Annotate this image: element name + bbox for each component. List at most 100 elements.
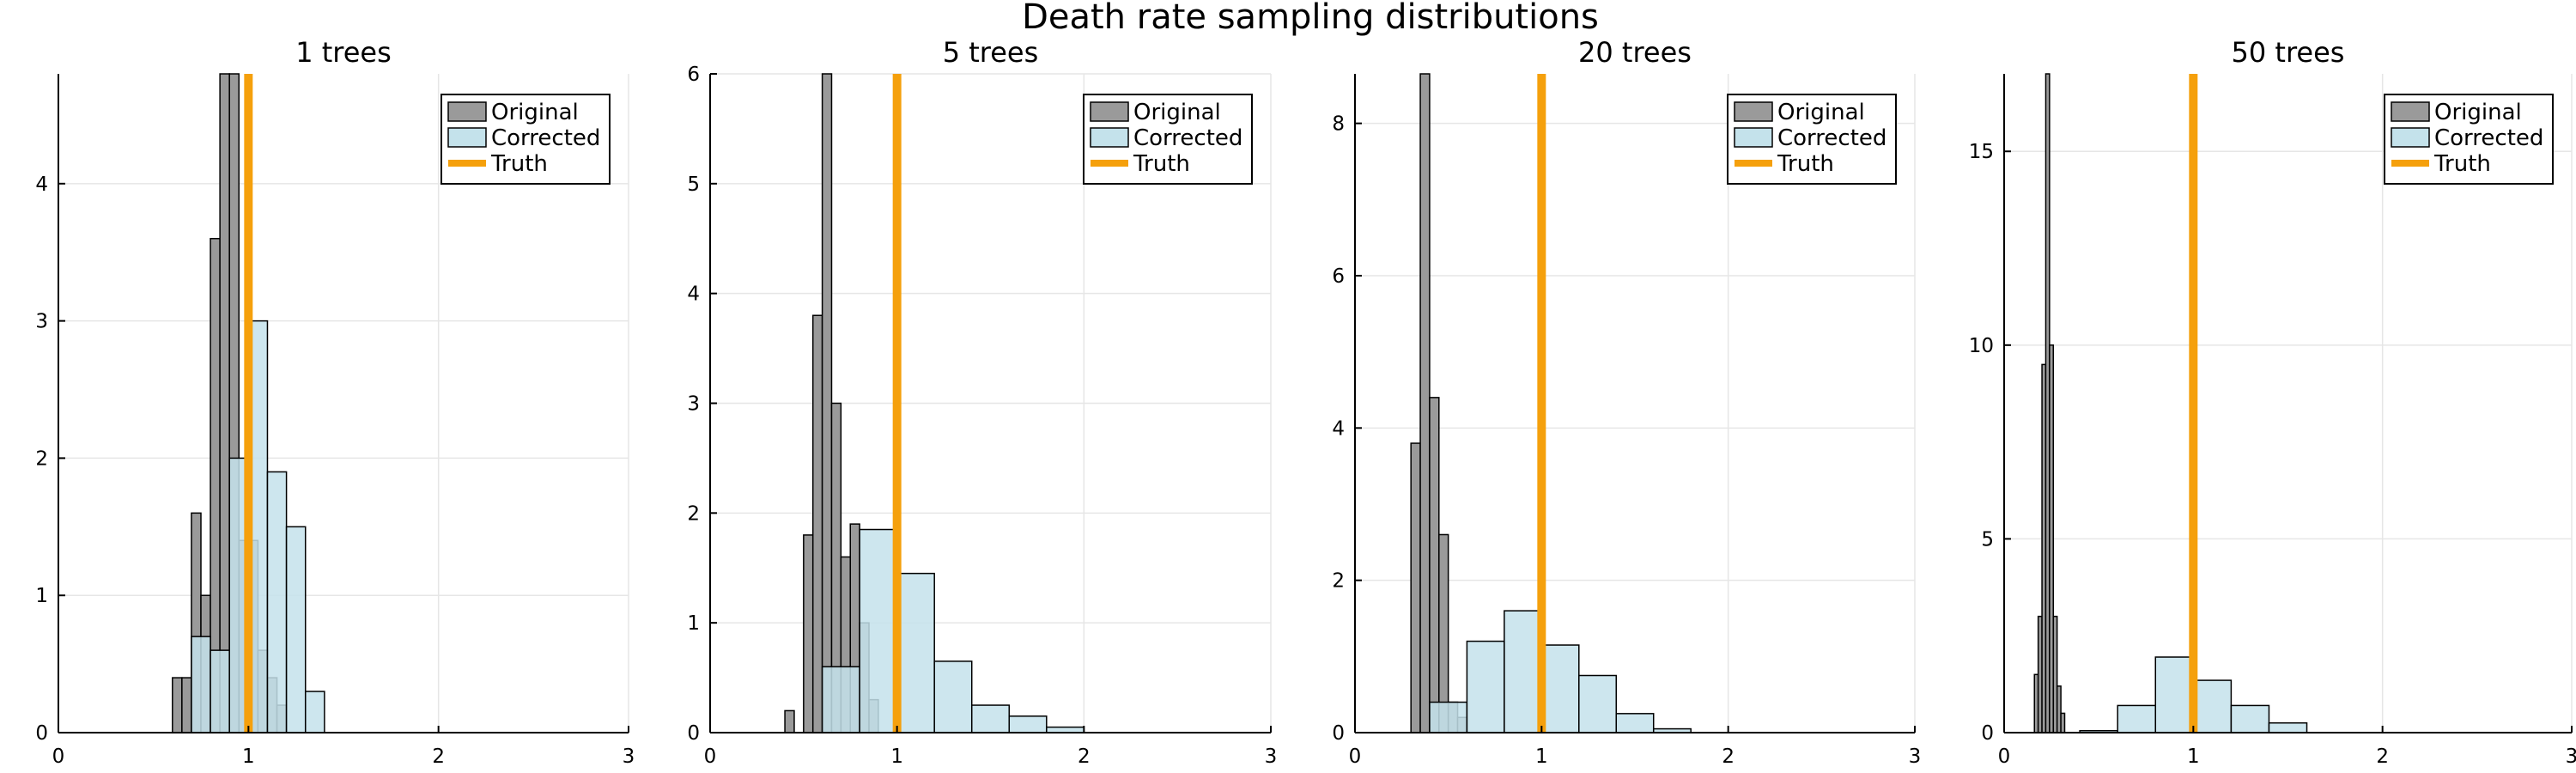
y-tick-label: 0 <box>1981 722 1994 745</box>
legend-label: Truth <box>1133 151 1190 177</box>
x-tick-label: 3 <box>1265 746 1278 768</box>
bar-original <box>821 73 833 733</box>
y-tick-label: 0 <box>687 722 700 745</box>
bar-corrected <box>1578 674 1618 733</box>
y-tick-label: 1 <box>687 612 700 635</box>
legend-swatch-corrected <box>447 127 487 148</box>
bar-original <box>784 709 795 733</box>
bar-corrected <box>933 660 973 733</box>
y-tick-label: 4 <box>35 173 48 196</box>
bar-corrected <box>970 704 1011 733</box>
bar-corrected <box>266 471 288 733</box>
x-tick-label: 2 <box>1722 746 1735 768</box>
legend-label: Corrected <box>491 125 600 151</box>
bar-corrected <box>2268 721 2308 733</box>
bar-original <box>1410 442 1421 733</box>
figure-title: Death rate sampling distributions <box>1022 0 1599 37</box>
bar-original <box>181 677 192 733</box>
bar-original <box>1419 73 1431 733</box>
y-tick-label: 5 <box>687 173 700 196</box>
panel-title: 5 trees <box>943 36 1039 69</box>
legend-swatch-original <box>447 101 487 122</box>
x-tick-label: 1 <box>242 746 255 768</box>
x-tick-label: 3 <box>623 746 635 768</box>
x-tick-label: 1 <box>1535 746 1548 768</box>
bar-corrected <box>1540 644 1580 733</box>
bar-corrected <box>304 691 325 733</box>
y-tick-label: 8 <box>1332 113 1345 136</box>
x-tick-label: 2 <box>1078 746 1091 768</box>
bar-corrected <box>2117 704 2157 733</box>
legend-swatch-corrected <box>2391 127 2430 148</box>
legend-label: Truth <box>1777 151 1834 177</box>
x-tick-label: 0 <box>1998 746 2011 768</box>
x-tick-label: 0 <box>704 746 717 768</box>
bar-corrected <box>1429 701 1468 733</box>
x-tick-label: 1 <box>2187 746 2200 768</box>
y-tick-label: 2 <box>687 502 700 525</box>
panel-title: 1 trees <box>295 36 392 69</box>
legend-swatch-corrected <box>1090 127 1129 148</box>
y-tick-label: 4 <box>1332 417 1345 440</box>
y-tick-label: 10 <box>1969 335 1994 357</box>
y-tick-label: 3 <box>687 393 700 416</box>
y-tick-label: 0 <box>35 722 48 745</box>
bar-corrected <box>1466 640 1505 733</box>
legend-label: Corrected <box>1133 125 1242 151</box>
legend-label: Original <box>2434 100 2522 125</box>
legend-label: Corrected <box>1777 125 1886 151</box>
bar-corrected <box>1504 610 1543 733</box>
y-tick-label: 0 <box>1332 722 1345 745</box>
legend-label: Corrected <box>2434 125 2543 151</box>
bar-corrected <box>210 649 230 733</box>
y-tick-label: 6 <box>687 64 700 86</box>
x-tick-label: 3 <box>2566 746 2576 768</box>
y-tick-label: 2 <box>35 447 48 470</box>
bar-original <box>172 677 183 733</box>
legend-label: Truth <box>2433 151 2491 177</box>
bar-corrected <box>2154 656 2195 733</box>
bar-corrected <box>1615 713 1655 733</box>
legend-label: Original <box>1777 100 1865 125</box>
y-tick-label: 6 <box>1332 265 1345 288</box>
bar-corrected <box>2192 679 2233 733</box>
bar-corrected <box>821 666 860 733</box>
bar-corrected <box>1008 715 1048 733</box>
x-tick-label: 3 <box>1909 746 1922 768</box>
legend-swatch-original <box>2391 101 2430 122</box>
x-tick-label: 2 <box>432 746 445 768</box>
bar-original <box>2060 712 2066 733</box>
bar-original <box>811 314 823 733</box>
bar-original <box>803 534 814 733</box>
bar-corrected <box>896 572 935 733</box>
x-tick-label: 0 <box>1349 746 1362 768</box>
bar-original <box>219 73 230 733</box>
bar-corrected <box>285 526 307 733</box>
y-tick-label: 5 <box>1981 528 1994 551</box>
panel-title: 20 trees <box>1578 36 1692 69</box>
bar-original <box>1429 397 1440 733</box>
bar-corrected <box>2230 704 2270 733</box>
y-tick-label: 3 <box>35 311 48 333</box>
legend-label: Original <box>1133 100 1221 125</box>
x-tick-label: 0 <box>52 746 65 768</box>
x-tick-label: 1 <box>890 746 903 768</box>
y-tick-label: 1 <box>35 585 48 607</box>
y-tick-label: 4 <box>687 283 700 306</box>
y-tick-label: 15 <box>1969 141 1994 163</box>
legend-swatch-corrected <box>1734 127 1773 148</box>
legend-swatch-original <box>1090 101 1129 122</box>
x-tick-label: 2 <box>2376 746 2389 768</box>
legend-label: Truth <box>490 151 548 177</box>
y-tick-label: 2 <box>1332 570 1345 593</box>
legend-label: Original <box>491 100 579 125</box>
